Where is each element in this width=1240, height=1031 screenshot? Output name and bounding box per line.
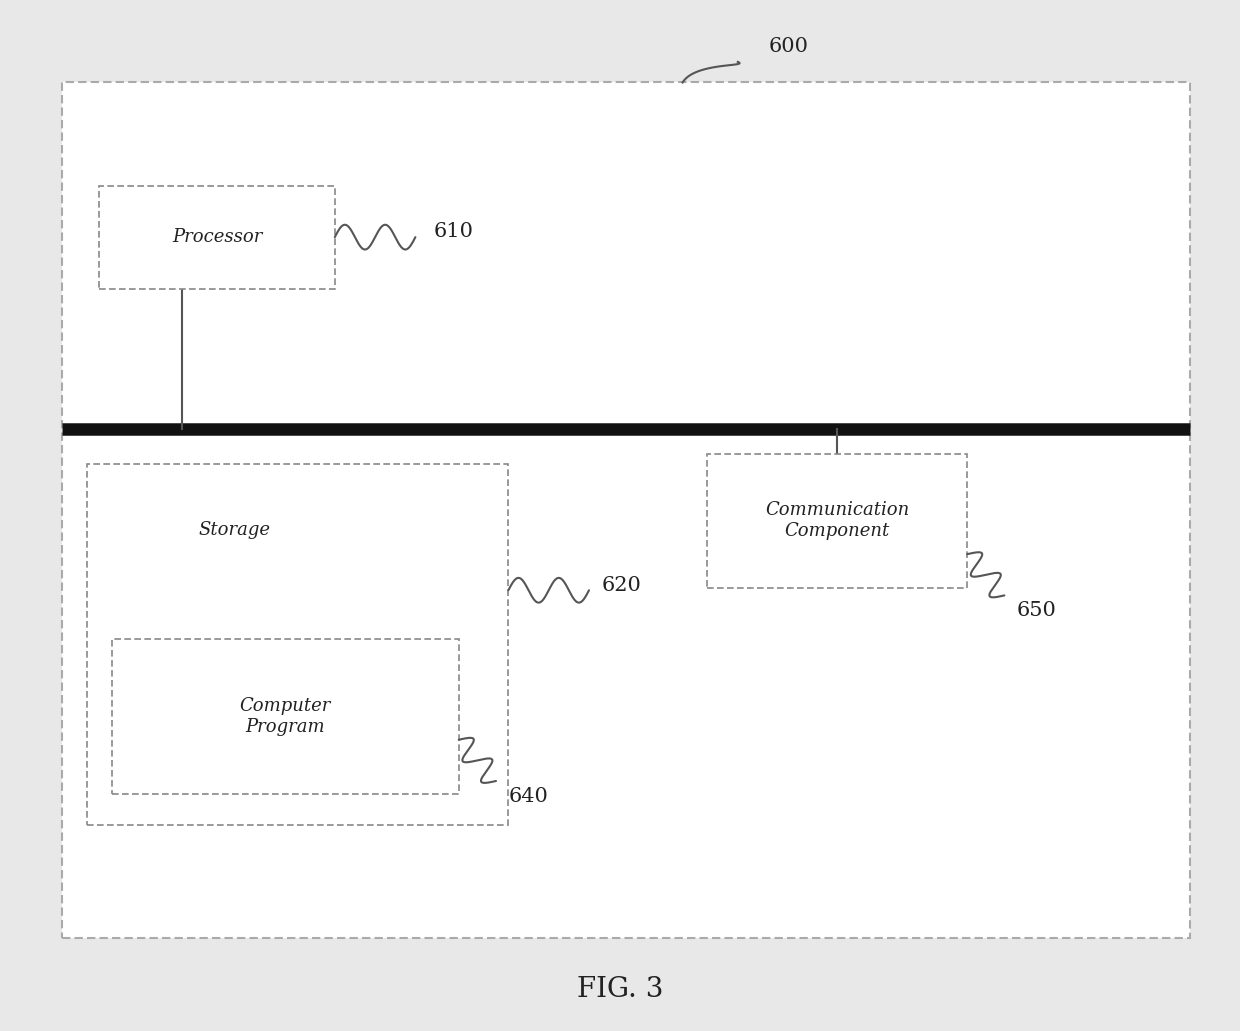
Bar bbox=[64, 85, 1188, 936]
Bar bbox=[112, 639, 459, 794]
Text: 610: 610 bbox=[434, 223, 474, 241]
Bar bbox=[87, 464, 508, 825]
Text: FIG. 3: FIG. 3 bbox=[577, 976, 663, 1003]
Text: Communication
Component: Communication Component bbox=[765, 501, 909, 540]
Text: 620: 620 bbox=[601, 575, 641, 595]
Text: Storage: Storage bbox=[198, 521, 270, 538]
Bar bbox=[707, 454, 967, 588]
Text: 600: 600 bbox=[769, 37, 808, 56]
Text: Computer
Program: Computer Program bbox=[239, 697, 331, 736]
Bar bbox=[62, 82, 1190, 938]
Text: 650: 650 bbox=[1017, 601, 1056, 621]
Text: 640: 640 bbox=[508, 787, 548, 806]
Text: Processor: Processor bbox=[172, 228, 262, 246]
Bar bbox=[99, 186, 335, 289]
